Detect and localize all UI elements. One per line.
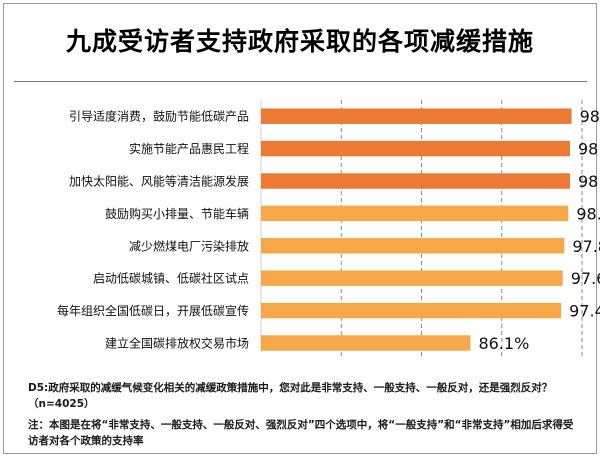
value-label: 97.4% bbox=[569, 302, 600, 321]
value-label: 98.5% bbox=[578, 140, 600, 159]
bar bbox=[261, 205, 569, 222]
survey-question-note: D5:政府采取的减缓气候变化相关的减缓政策措施中，您对此是非常支持、一般支持、一… bbox=[28, 382, 553, 410]
value-label: 97.6% bbox=[571, 269, 600, 288]
bar bbox=[261, 108, 572, 124]
chart-frame: 九成受访者支持政府采取的各项减缓措施 D5:政府采取的减缓气候变化相关的减缓政策… bbox=[3, 3, 597, 454]
value-label: 98.7% bbox=[580, 107, 600, 126]
category-label: 每年组织全国低碳日，开展低碳宣传 bbox=[57, 303, 249, 318]
category-label: 启动低碳城镇、低碳社区试点 bbox=[93, 271, 249, 286]
grid-lines bbox=[340, 100, 583, 360]
category-label: 加快太阳能、风能等清洁能源发展 bbox=[69, 174, 249, 189]
category-label: 实施节能产品惠民工程 bbox=[129, 141, 249, 156]
value-labels: 98.7% 98.5% 98.5% 98.3% 97.8% 97.6% 97.4% 86.1% bbox=[478, 107, 600, 353]
footnote: 注：本图是在将“非常支持、一般支持、一般反对、强烈反对”四个选项中，将“一般支持… bbox=[28, 419, 574, 447]
category-label: 鼓励购买小排量、节能车辆 bbox=[105, 206, 249, 221]
bar bbox=[261, 173, 570, 189]
category-label: 减少燃煤电厂污染排放 bbox=[129, 238, 249, 253]
bar bbox=[261, 238, 565, 254]
bars-group bbox=[261, 108, 572, 351]
value-label: 86.1% bbox=[478, 334, 529, 353]
bar bbox=[261, 140, 570, 157]
category-labels: 引导适度消费，鼓励节能低碳产品实施节能产品惠民工程加快太阳能、风能等清洁能源发展… bbox=[57, 109, 249, 351]
value-label: 98.5% bbox=[578, 172, 600, 191]
value-label: 97.8% bbox=[572, 237, 600, 256]
chart-title: 九成受访者支持政府采取的各项减缓措施 bbox=[65, 27, 534, 56]
bar bbox=[261, 335, 471, 351]
bar bbox=[261, 270, 563, 286]
category-label: 建立全国碳排放权交易市场 bbox=[105, 336, 249, 351]
category-label: 引导适度消费，鼓励节能低碳产品 bbox=[69, 109, 249, 124]
title-divider bbox=[14, 81, 587, 82]
bar bbox=[261, 302, 562, 319]
value-label: 98.3% bbox=[576, 204, 600, 223]
